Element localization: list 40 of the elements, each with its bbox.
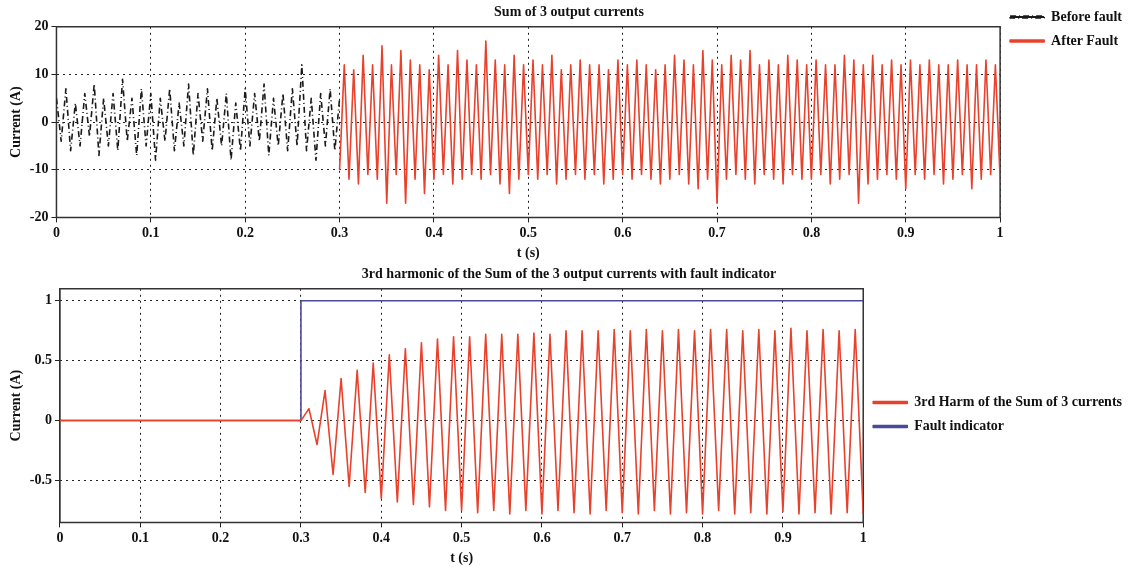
x-tick-label: 0.4	[425, 225, 443, 241]
x-tick-label: 0.5	[452, 530, 471, 546]
x-tick-label: 0.1	[131, 530, 150, 546]
x-tick-label: 0.6	[533, 530, 551, 546]
y-tick-label: 20	[34, 18, 49, 34]
legend-label: After Fault	[1051, 32, 1119, 48]
x-tick-label: 0.3	[330, 225, 349, 241]
x-tick-label: 0.8	[693, 530, 712, 546]
x-tick-label: 0.8	[802, 225, 821, 241]
x-tick-label: 0.5	[519, 225, 538, 241]
x-tick-label: 0.4	[372, 530, 391, 546]
x-tick-label: 0.9	[897, 225, 915, 241]
x-tick-label: 1	[996, 225, 1004, 241]
x-tick-label: 0.1	[142, 225, 160, 241]
x-tick-label: 0.3	[292, 530, 310, 546]
x-tick-label: 0.7	[613, 530, 631, 546]
legend-label: Before fault	[1051, 8, 1123, 24]
y-tick-label: -20	[29, 209, 49, 225]
y-tick-label: 10	[34, 66, 49, 82]
y-tick-label: 0.5	[34, 352, 52, 368]
legend-label: 3rd Harm of the Sum of 3 currents	[914, 394, 1123, 410]
x-tick-label: 1	[859, 530, 867, 546]
y-tick-label: 0	[41, 113, 49, 129]
x-tick-label: 0.6	[613, 225, 632, 241]
y-axis-title: Current (A)	[8, 85, 25, 158]
legend-label: Fault indicator	[914, 418, 1005, 434]
x-axis-title: t (s)	[450, 550, 474, 567]
y-tick-label: 0	[44, 412, 52, 428]
y-tick-label: 1	[44, 292, 52, 308]
x-axis-title: t (s)	[516, 245, 541, 262]
y-tick-label: -0.5	[29, 472, 52, 488]
y-axis-title: Current (A)	[8, 369, 25, 442]
chart-title: 3rd harmonic of the Sum of the 3 output currents with fault indicator	[361, 266, 777, 282]
x-tick-label: 0	[56, 530, 64, 546]
x-tick-label: 0.9	[774, 530, 792, 546]
y-tick-label: -10	[29, 161, 49, 177]
x-tick-label: 0.7	[708, 225, 726, 241]
x-tick-label: 0.2	[236, 225, 254, 241]
x-tick-label: 0.2	[211, 530, 230, 546]
chart-title: Sum of 3 output currents	[494, 4, 645, 20]
